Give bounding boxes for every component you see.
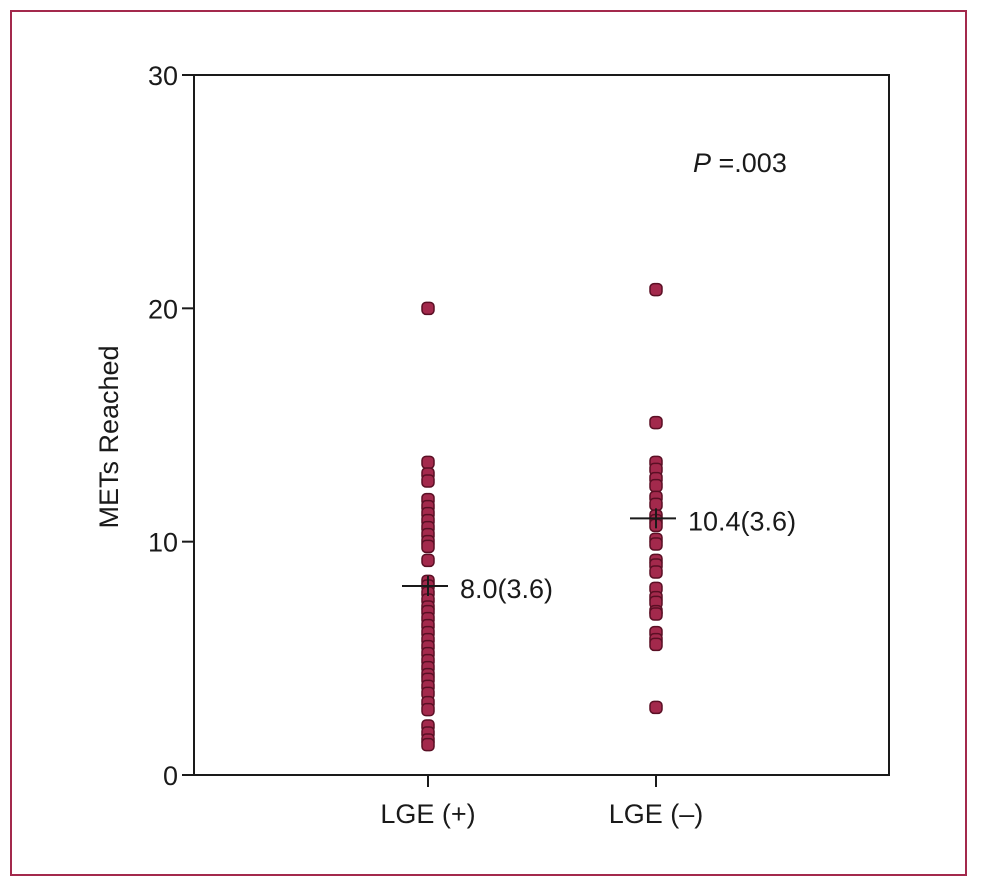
p-value-text: =.003 bbox=[711, 148, 787, 178]
x-tick-label-0: LGE (+) bbox=[380, 799, 475, 829]
data-point-1-15 bbox=[649, 565, 663, 579]
p-value-annotation: P =.003 bbox=[693, 148, 787, 178]
mean-annotation-1: 10.4(3.6) bbox=[688, 506, 796, 536]
data-points bbox=[421, 282, 663, 752]
mean-annotation-0: 8.0(3.6) bbox=[460, 574, 553, 604]
p-value-symbol: P bbox=[693, 148, 711, 178]
x-axis: LGE (+) LGE (–) bbox=[380, 775, 703, 829]
data-point-0-32 bbox=[421, 702, 435, 717]
data-point-1-0 bbox=[649, 282, 663, 297]
y-axis: 0 10 20 30 bbox=[148, 61, 194, 791]
data-point-1-12 bbox=[649, 537, 663, 551]
mean-markers: 8.0(3.6) 10.4(3.6) bbox=[402, 506, 796, 604]
data-point-0-3 bbox=[421, 474, 435, 488]
figure-frame bbox=[10, 10, 967, 876]
y-tick-label-30: 30 bbox=[148, 61, 178, 91]
y-axis-label: METs Reached bbox=[94, 345, 124, 528]
y-tick-label-20: 20 bbox=[148, 294, 178, 324]
data-point-1-1 bbox=[649, 415, 663, 430]
data-point-0-12 bbox=[421, 553, 435, 568]
data-point-0-1 bbox=[421, 455, 435, 470]
y-tick-label-0: 0 bbox=[163, 761, 178, 791]
x-tick-label-1: LGE (–) bbox=[609, 799, 704, 829]
y-tick-label-10: 10 bbox=[148, 528, 178, 558]
plot-area bbox=[193, 74, 890, 776]
data-point-1-5 bbox=[649, 478, 663, 493]
data-point-0-11 bbox=[421, 539, 435, 554]
data-point-0-0 bbox=[421, 301, 435, 316]
data-point-0-36 bbox=[421, 737, 435, 752]
data-point-1-20 bbox=[649, 607, 663, 621]
data-point-1-23 bbox=[649, 637, 663, 652]
data-point-1-24 bbox=[649, 700, 663, 715]
